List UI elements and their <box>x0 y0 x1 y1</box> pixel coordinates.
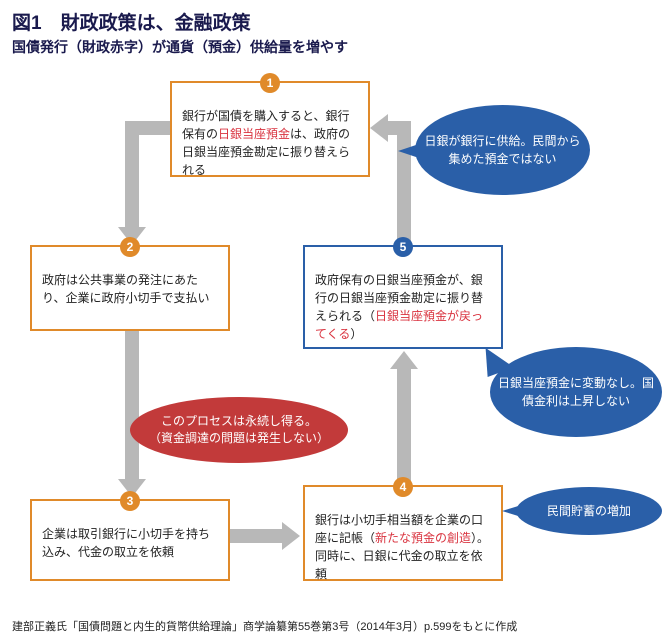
bubble-1-text: 日銀が銀行に供給。民間から集めた預金ではない <box>423 132 582 168</box>
bubble-red-text-b: （資金調達の問題は発生しない） <box>149 430 329 447</box>
node-4-number: 4 <box>393 477 413 497</box>
arrow-3-4 <box>230 529 286 543</box>
node-2-number: 2 <box>120 237 140 257</box>
arrow-5-1-v <box>397 121 411 247</box>
node-2: 2 政府は公共事業の発注にあたり、企業に政府小切手で支払い <box>30 245 230 331</box>
arrow-4-5 <box>397 367 411 487</box>
node-4-text-hl: 新たな預金の創造 <box>375 531 471 545</box>
bubble-1: 日銀が銀行に供給。民間から集めた預金ではない <box>415 105 590 195</box>
node-5: 5 政府保有の日銀当座預金が、銀行の日銀当座預金勘定に振り替えられる（日銀当座預… <box>303 245 503 349</box>
arrow-2-3 <box>125 331 139 483</box>
arrow-5-1-head <box>370 114 388 142</box>
node-3-number: 3 <box>120 491 140 511</box>
bubble-red: このプロセスは永続し得る。 （資金調達の問題は発生しない） <box>130 397 348 463</box>
arrow-4-5-head <box>390 351 418 369</box>
footer-citation: 建部正義氏「国債問題と内生的貨幣供給理論」商学論纂第55巻第3号（2014年3月… <box>0 612 670 640</box>
node-5-text-b: ） <box>350 327 362 341</box>
node-3: 3 企業は取引銀行に小切手を持ち込み、代金の取立を依頼 <box>30 499 230 581</box>
arrow-1-2-v <box>125 121 139 231</box>
arrow-3-4-head <box>282 522 300 550</box>
bubble-2: 日銀当座預金に変動なし。国債金利は上昇しない <box>490 347 662 437</box>
figure-title-main: 図1 財政政策は、金融政策 <box>0 0 670 37</box>
node-1-number: 1 <box>260 73 280 93</box>
bubble-2-text: 日銀当座預金に変動なし。国債金利は上昇しない <box>498 374 654 410</box>
node-2-text: 政府は公共事業の発注にあたり、企業に政府小切手で支払い <box>42 273 210 305</box>
bubble-red-text-a: このプロセスは永続し得る。 <box>161 413 317 430</box>
node-4: 4 銀行は小切手相当額を企業の口座に記帳（新たな預金の創造）。同時に、日銀に代金… <box>303 485 503 581</box>
figure-title-sub: 国債発行（財政赤字）が通貨（預金）供給量を増やす <box>0 37 670 67</box>
node-3-text: 企業は取引銀行に小切手を持ち込み、代金の取立を依頼 <box>42 527 210 559</box>
bubble-3-text: 民間貯蓄の増加 <box>547 502 631 520</box>
node-5-number: 5 <box>393 237 413 257</box>
bubble-3: 民間貯蓄の増加 <box>516 487 662 535</box>
arrow-5-1-h <box>386 121 411 135</box>
node-1: 1 銀行が国債を購入すると、銀行保有の日銀当座預金は、政府の日銀当座預金勘定に振… <box>170 81 370 177</box>
node-1-text-hl: 日銀当座預金 <box>218 127 290 141</box>
flowchart-canvas: 1 銀行が国債を購入すると、銀行保有の日銀当座預金は、政府の日銀当座預金勘定に振… <box>0 67 670 612</box>
